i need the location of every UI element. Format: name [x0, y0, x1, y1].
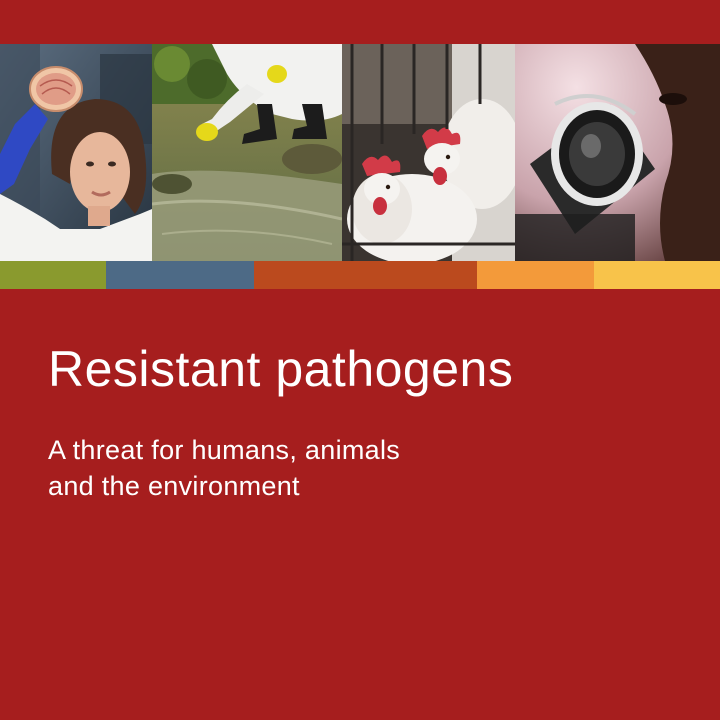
photo-microscope [515, 44, 720, 261]
photo-water-sampling [152, 44, 342, 261]
color-bar-segment-yellow [594, 261, 720, 289]
photo-caged-chickens [342, 44, 515, 261]
photo-strip [0, 44, 720, 261]
color-bar-segment-orange [477, 261, 594, 289]
color-bar-segment-olive [0, 261, 106, 289]
color-bar-segment-rust [254, 261, 477, 289]
color-bar-segment-slate [106, 261, 254, 289]
photo-scientist-petri-dish [0, 44, 152, 261]
subtitle-line-2: and the environment [48, 471, 300, 501]
cover-subtitle: A threat for humans, animals and the env… [48, 432, 648, 504]
subtitle-line-1: A threat for humans, animals [48, 435, 401, 465]
color-bar [0, 261, 720, 289]
cover-title: Resistant pathogens [48, 341, 514, 397]
